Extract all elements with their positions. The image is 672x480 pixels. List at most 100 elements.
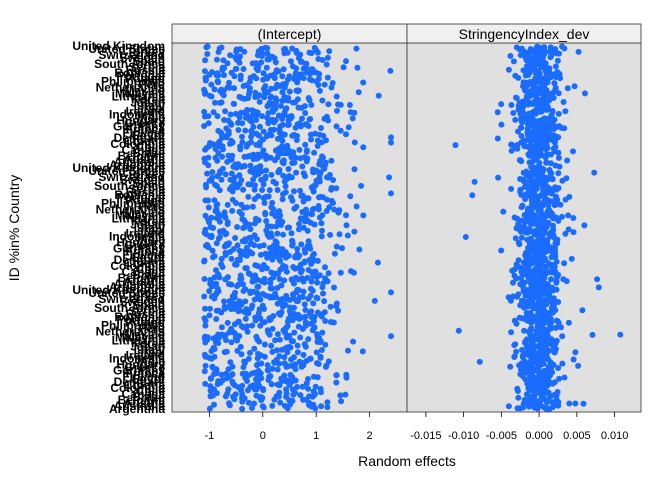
data-point [280,150,287,157]
data-point [325,101,332,108]
data-point [309,211,315,218]
data-point [278,282,285,289]
data-point [206,405,213,412]
data-point [319,97,326,104]
y-tick-label: Turkey [127,45,166,59]
data-point [520,176,527,183]
data-point [575,362,582,369]
data-point [261,353,268,360]
y-tick-label: Ireland [126,348,165,362]
data-point [207,393,214,400]
data-point [286,381,293,388]
data-point [324,54,331,61]
data-point [548,190,555,197]
data-point [339,245,345,252]
data-point [304,155,311,162]
data-point [232,334,239,341]
y-tick-label: Canada [122,265,166,279]
data-point [302,218,308,225]
data-point [201,159,208,166]
data-point [308,50,315,57]
data-point [299,163,306,170]
data-point [223,125,230,132]
data-point [231,174,238,181]
data-point [319,227,325,234]
data-point [333,379,340,386]
data-point [322,318,329,324]
data-point [282,183,289,190]
data-point [240,186,247,193]
data-point [314,137,321,144]
data-point [260,387,267,394]
data-point [237,72,244,79]
data-point [238,201,245,208]
data-point [556,375,563,382]
y-tick-label: Russia [126,63,166,77]
data-point [548,367,555,374]
data-point [317,311,324,318]
data-point [225,130,232,137]
data-point [516,362,523,369]
data-point [259,291,266,297]
data-point [515,221,522,228]
data-point [254,66,261,73]
data-point [215,378,222,385]
data-point [229,328,236,335]
data-point [240,225,247,231]
data-point [281,178,288,185]
data-point [303,60,310,67]
data-point [208,283,215,290]
data-point [218,176,225,183]
data-point [566,400,573,407]
data-point [238,301,245,308]
data-point [531,393,538,400]
data-point [388,134,394,141]
data-point [249,250,256,257]
data-point [247,349,253,356]
data-point [527,46,534,53]
data-point [316,334,323,341]
data-point [542,195,548,202]
data-point [528,208,535,214]
data-point [297,59,304,65]
data-point [261,275,268,282]
data-point [515,291,522,298]
data-point [537,374,543,381]
data-point [228,137,235,144]
y-tick-label: Israel [134,102,165,116]
data-point [283,268,290,275]
data-point [217,233,223,240]
data-point [536,160,543,166]
data-point [523,314,529,321]
data-point [527,220,534,227]
data-point [522,376,529,383]
data-point [207,375,214,382]
data-point [513,94,519,101]
y-tick-label: Chile [136,140,166,154]
data-point [238,163,245,170]
data-point [540,101,547,108]
panel-stringency-strip [406,23,642,44]
data-point [230,100,237,107]
y-tick-label: Japan [130,218,165,232]
data-point [508,329,515,336]
data-point [522,299,529,305]
y-tick-label: India [137,110,165,124]
data-point [260,70,267,77]
data-point [591,169,598,176]
data-point [297,392,304,399]
data-point [328,84,335,91]
data-point [273,223,280,230]
data-point [537,207,544,214]
data-point [244,328,251,335]
data-point [289,197,296,204]
data-point [316,214,323,221]
data-point [228,183,235,190]
y-tick-label: Romania [114,188,165,202]
data-point [325,270,332,277]
data-point [306,116,313,123]
data-point [530,346,537,353]
data-point [292,366,299,373]
data-point [570,148,576,155]
data-point [318,389,324,396]
